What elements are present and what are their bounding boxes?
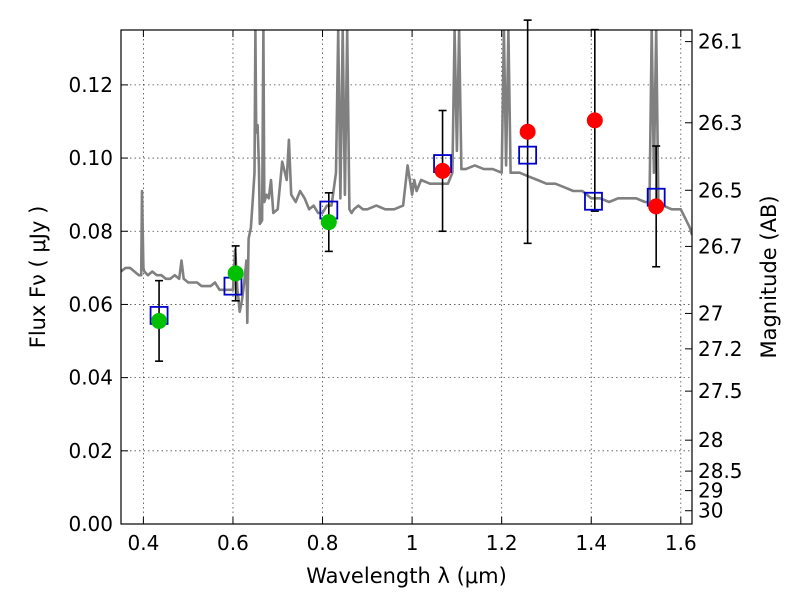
red-data-point [648,198,665,215]
mag-tick-label: 26.5 [698,178,743,202]
x-tick-label: 0.8 [307,531,339,555]
x-tick-label: 1.6 [665,531,697,555]
green-data-point [227,265,244,282]
mag-tick-label: 26.1 [698,30,743,54]
y-tick-label: 0.04 [68,366,113,390]
spectrum-line [121,30,692,325]
y-tick-label: 0.02 [68,439,113,463]
mag-tick-label: 27.2 [698,337,743,361]
x-axis-label: Wavelength λ (μm) [306,564,507,588]
x-tick-label: 0.6 [217,531,249,555]
x-tick-label: 0.4 [127,531,159,555]
y-tick-label: 0.10 [68,146,113,170]
red-data-point [519,123,536,140]
y-axis-ticks: 0.00 0.02 0.04 0.06 0.08 0.10 0.12 [68,73,128,536]
x-tick-label: 1 [406,531,419,555]
plot-area-frame [120,29,693,525]
y-axis-label: Flux Fν ( μJy ) [26,206,50,349]
model-square-point [584,191,603,211]
y-tick-label: 0.06 [68,292,113,316]
mag-tick-label: 27.5 [698,379,743,403]
mag-tick-label: 30 [698,499,723,523]
error-bars [155,19,661,362]
y-tick-label: 0.00 [68,512,113,536]
mag-tick-label: 28.5 [698,459,743,483]
grid-lines [121,30,692,525]
x-tick-label: 1.4 [575,531,607,555]
photometry-markers [149,112,666,329]
model-spectrum [121,30,692,325]
y-tick-label: 0.12 [68,73,113,97]
model-square-point [518,145,538,165]
mag-tick-label: 26.3 [698,111,743,135]
x-axis-ticks: 0.4 0.6 0.8 1 1.2 1.4 1.6 [127,30,697,555]
mag-tick-label: 29 [698,479,723,503]
mag-tick-label: 28 [698,428,723,452]
y-tick-label: 0.08 [68,219,113,243]
x-tick-label: 1.2 [486,531,518,555]
green-data-point [320,214,337,231]
mag-tick-label: 26.7 [698,234,743,258]
red-data-point [434,162,451,179]
magnitude-axis-label: Magnitude (AB) [757,195,781,358]
green-data-point [151,312,168,329]
mag-tick-label: 27 [698,301,723,325]
red-data-point [586,112,603,129]
